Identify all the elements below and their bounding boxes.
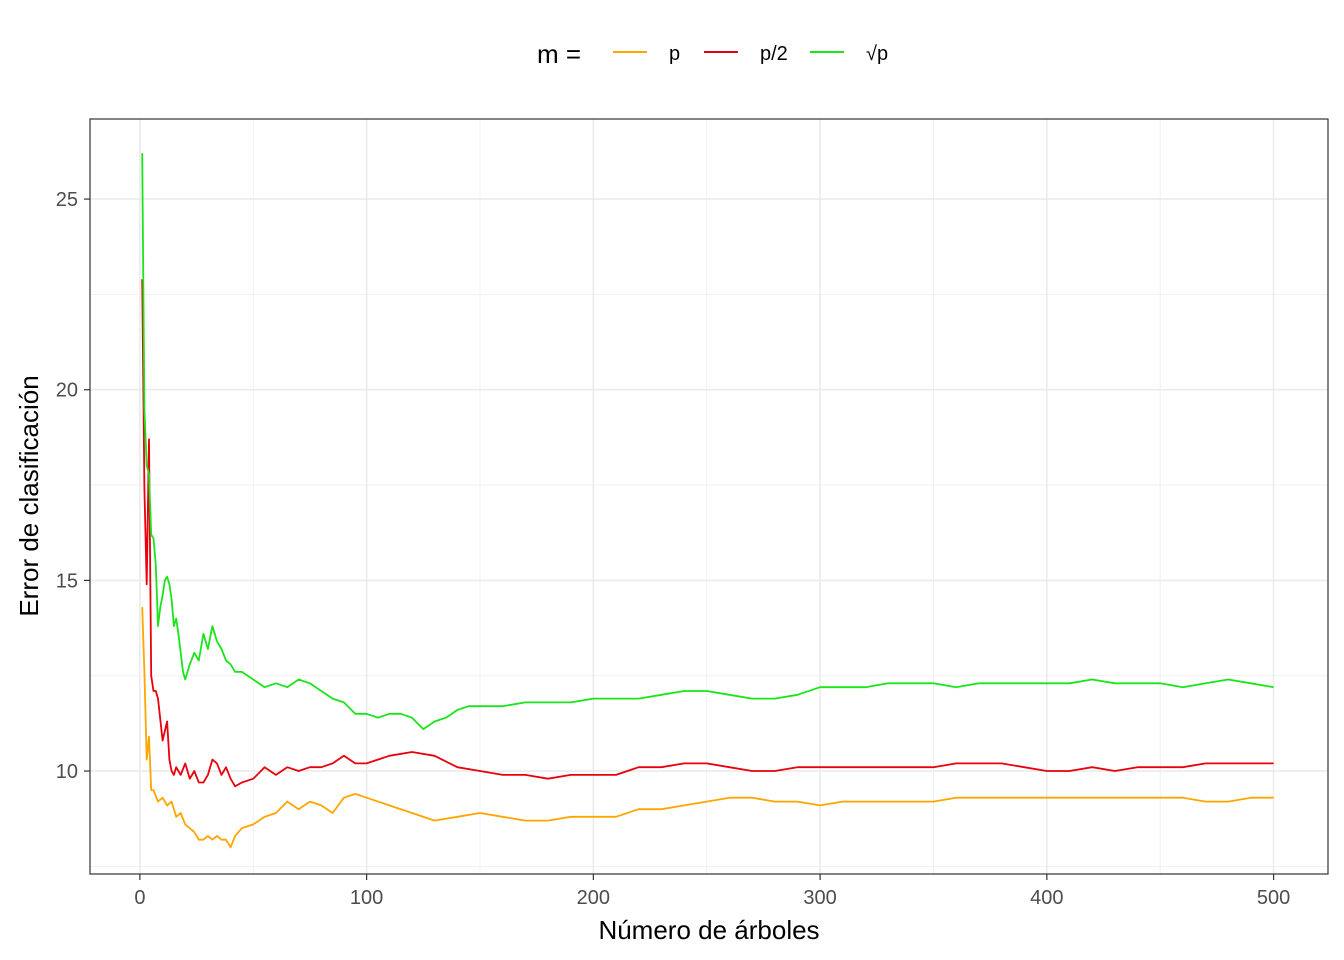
series-line-1 (141, 607, 1274, 849)
legend: m = p p/2 √p (537, 39, 888, 69)
x-axis: 0 100 200 300 400 500 (134, 874, 1290, 909)
legend-label-3: √p (866, 43, 888, 65)
plot-border (89, 118, 1329, 875)
x-tick-label: 0 (134, 887, 145, 909)
series-line-3 (141, 153, 1274, 730)
legend-title: m = (537, 39, 581, 69)
x-tick-label: 100 (350, 887, 383, 909)
x-tick-label: 400 (1030, 887, 1063, 909)
x-tick-label: 200 (577, 887, 610, 909)
y-tick-label: 25 (56, 189, 78, 211)
legend-label-1: p (669, 43, 680, 65)
legend-items: p p/2 √p (613, 43, 888, 65)
plot-background (90, 119, 1328, 874)
series-line-2 (141, 279, 1274, 788)
y-axis-title: Error de clasificación (14, 375, 44, 616)
y-tick-label: 10 (56, 761, 78, 783)
y-axis: 10 15 20 25 (56, 189, 90, 783)
y-tick-label: 15 (56, 570, 78, 592)
grid-lines (90, 119, 1328, 874)
y-tick-label: 20 (56, 380, 78, 402)
x-axis-title: Número de árboles (598, 915, 819, 945)
series-lines (141, 153, 1274, 849)
legend-label-2: p/2 (760, 43, 788, 65)
x-tick-label: 500 (1257, 887, 1290, 909)
x-tick-label: 300 (803, 887, 836, 909)
